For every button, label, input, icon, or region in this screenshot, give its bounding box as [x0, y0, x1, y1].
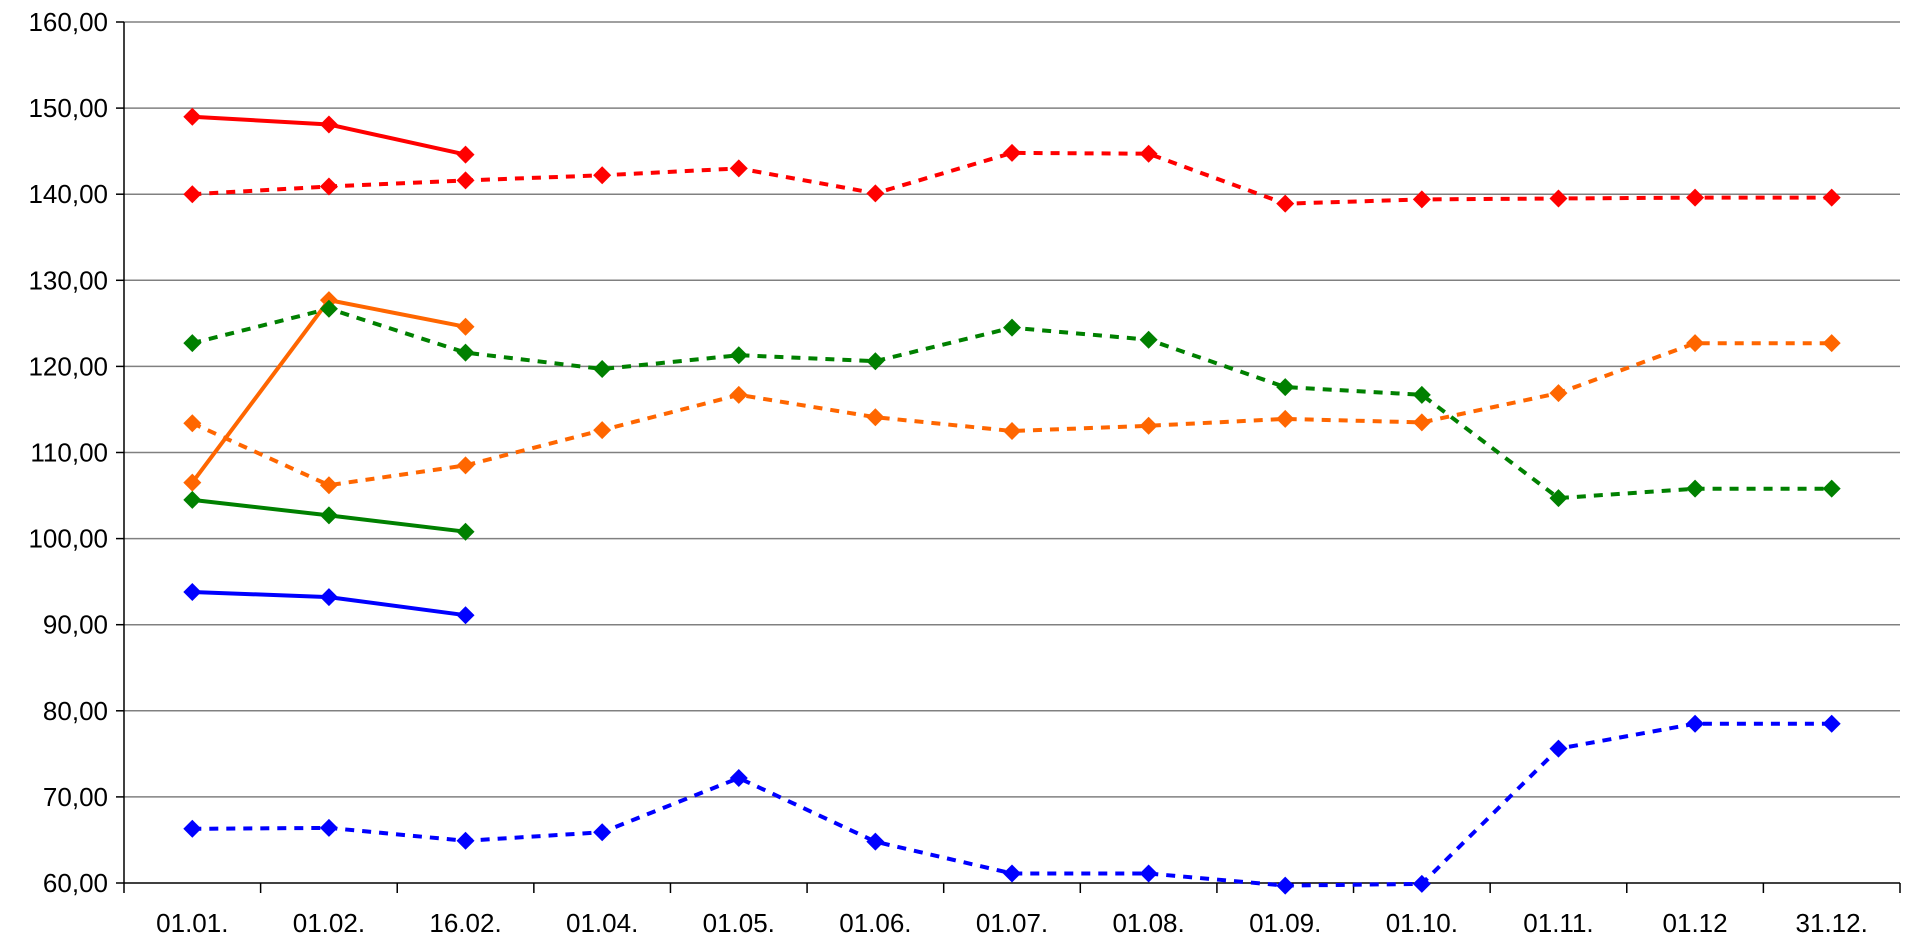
data-point-marker	[319, 177, 338, 196]
data-point-marker	[1549, 189, 1568, 208]
data-point-marker	[1003, 864, 1021, 883]
data-point-marker	[183, 490, 202, 509]
gridlines	[124, 21, 1900, 798]
x-tick-label: 01.12	[1663, 908, 1728, 938]
data-point-marker	[456, 343, 475, 362]
data-point-marker	[729, 768, 748, 787]
data-point-marker	[456, 606, 475, 625]
data-point-marker	[1822, 188, 1841, 207]
tick-labels: 60,00 70,00 80,00 90,00 100,00 110,00 120,00 13…	[28, 7, 1867, 938]
data-point-marker	[1276, 378, 1295, 397]
data-point-marker	[456, 317, 475, 336]
data-point-marker	[456, 831, 475, 850]
y-tick-label: 70,00	[43, 782, 108, 812]
y-tick-label: 100,00	[28, 524, 108, 554]
x-tick-label: 01.11.	[1523, 908, 1593, 938]
data-point-marker	[1686, 714, 1705, 733]
x-tick-label: 01.05.	[703, 908, 775, 938]
data-point-marker	[593, 359, 612, 378]
data-point-marker	[1686, 479, 1705, 498]
data-point-marker	[1003, 143, 1021, 162]
data-point-marker	[183, 414, 202, 433]
data-point-marker	[1276, 194, 1295, 213]
data-point-marker	[183, 582, 202, 601]
y-tick-label: 130,00	[28, 265, 108, 295]
x-tick-label: 01.08.	[1112, 908, 1184, 938]
data-point-marker	[1686, 334, 1705, 353]
data-point-marker	[1139, 330, 1158, 349]
axes	[116, 21, 1901, 893]
data-point-marker	[319, 588, 338, 607]
data-point-marker	[319, 506, 338, 525]
series-lines	[183, 107, 1841, 895]
x-tick-label: 16.02.	[429, 908, 501, 938]
x-tick-label: 01.04.	[566, 908, 638, 938]
data-point-marker	[456, 145, 475, 164]
series-line-7	[192, 721, 1832, 888]
data-point-marker	[183, 334, 202, 353]
x-tick-label: 01.10.	[1386, 908, 1458, 938]
data-point-marker	[1686, 188, 1705, 207]
data-point-marker	[456, 171, 475, 190]
data-point-marker	[866, 408, 885, 427]
x-tick-label: 01.07.	[976, 908, 1048, 938]
x-tick-label: 01.01.	[156, 908, 228, 938]
series-line-2	[190, 298, 466, 484]
x-tick-label: 01.06.	[839, 908, 911, 938]
data-point-marker	[1822, 714, 1841, 733]
data-point-marker	[866, 352, 885, 371]
y-tick-label: 110,00	[30, 438, 108, 468]
data-point-marker	[183, 819, 202, 838]
y-tick-label: 160,00	[28, 7, 108, 37]
data-point-marker	[729, 346, 748, 365]
data-point-marker	[319, 299, 338, 318]
data-point-marker	[729, 385, 748, 404]
series-line-3	[191, 341, 1832, 488]
data-point-marker	[319, 115, 338, 134]
data-point-marker	[183, 473, 202, 492]
data-point-marker	[1276, 876, 1295, 895]
data-point-marker	[1549, 384, 1568, 403]
x-tick-label: 31.12.	[1796, 908, 1868, 938]
data-point-marker	[593, 823, 612, 842]
y-tick-label: 140,00	[28, 179, 108, 209]
data-point-marker	[1822, 479, 1841, 498]
data-point-marker	[1822, 334, 1841, 353]
data-point-marker	[1003, 318, 1021, 337]
data-point-marker	[183, 185, 202, 204]
y-tick-label: 60,00	[43, 868, 108, 898]
data-point-marker	[593, 166, 612, 185]
x-tick-label: 01.09.	[1249, 908, 1321, 938]
data-point-marker	[1412, 413, 1431, 432]
data-point-marker	[866, 184, 885, 203]
data-point-marker	[1003, 421, 1021, 440]
data-point-marker	[1549, 739, 1568, 758]
data-point-marker	[456, 522, 475, 541]
data-point-marker	[1139, 144, 1158, 163]
y-tick-label: 150,00	[28, 93, 108, 123]
x-tick-label: 01.02.	[293, 908, 365, 938]
data-point-marker	[1139, 416, 1158, 435]
data-point-marker	[319, 818, 338, 837]
data-point-marker	[1276, 409, 1295, 428]
data-point-marker	[1412, 385, 1431, 404]
data-point-marker	[456, 456, 475, 475]
y-tick-label: 80,00	[43, 696, 108, 726]
data-point-marker	[1412, 190, 1431, 209]
data-point-marker	[183, 107, 202, 126]
data-point-marker	[1139, 864, 1158, 883]
data-point-marker	[866, 832, 885, 851]
data-point-marker	[1412, 874, 1431, 893]
data-point-marker	[1549, 489, 1568, 508]
data-point-marker	[593, 421, 612, 440]
y-tick-label: 90,00	[43, 610, 108, 640]
y-tick-label: 120,00	[28, 351, 108, 381]
data-point-marker	[319, 476, 338, 495]
data-point-marker	[729, 159, 748, 178]
